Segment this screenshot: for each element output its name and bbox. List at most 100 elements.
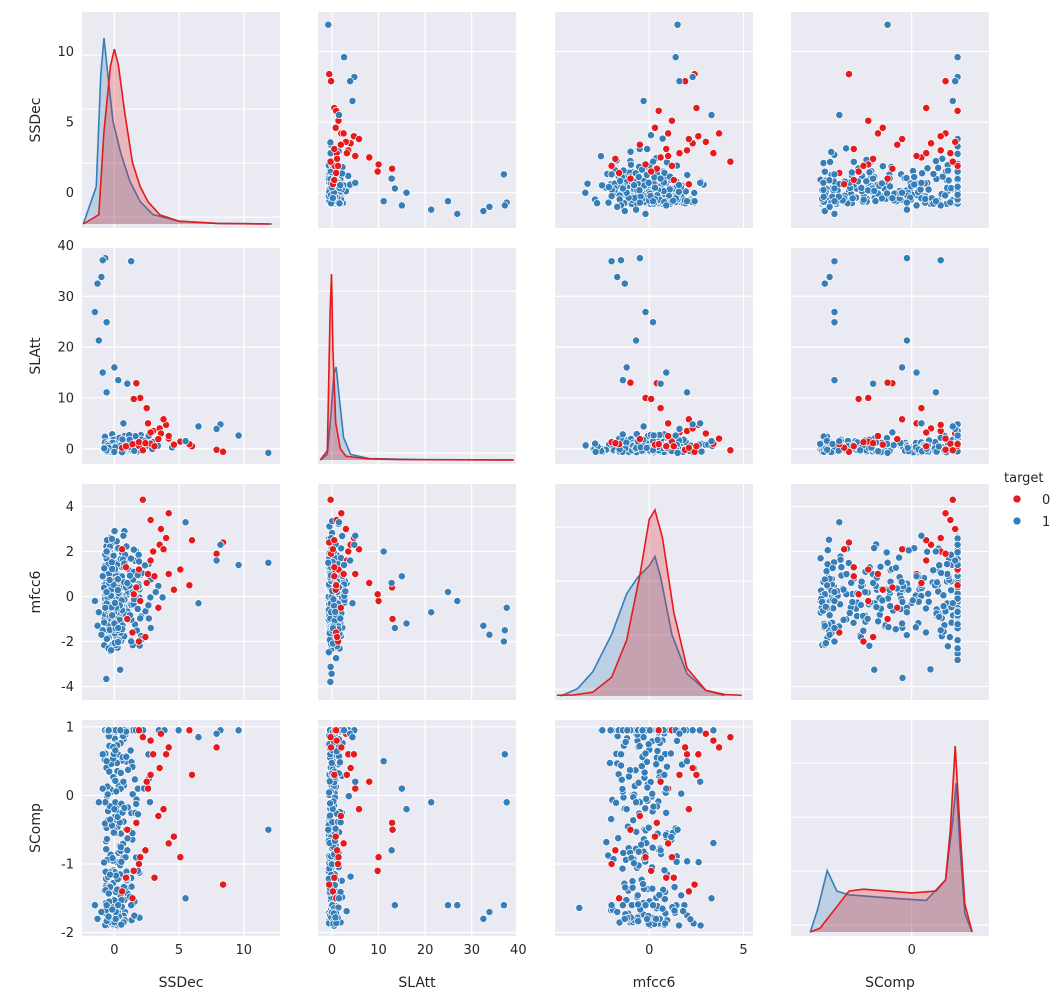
scatter-point-1 bbox=[194, 422, 203, 431]
scatter-point-1 bbox=[830, 170, 839, 179]
scatter-point-1 bbox=[677, 891, 686, 900]
scatter-point-0 bbox=[859, 438, 868, 447]
scatter-point-1 bbox=[94, 798, 103, 807]
scatter-point-0 bbox=[334, 161, 342, 170]
scatter-point-1 bbox=[632, 798, 641, 807]
scatter-point-1 bbox=[884, 623, 893, 632]
scatter-point-1 bbox=[666, 749, 675, 758]
scatter-point-0 bbox=[635, 435, 644, 444]
scatter-point-0 bbox=[118, 545, 127, 554]
scatter-point-0 bbox=[162, 750, 171, 759]
scatter-point-0 bbox=[388, 818, 397, 827]
scatter-point-1 bbox=[869, 579, 878, 587]
scatter-point-1 bbox=[910, 180, 919, 189]
scatter-point-0 bbox=[332, 726, 341, 735]
scatter-point-1 bbox=[839, 585, 848, 594]
scatter-point-0 bbox=[864, 116, 873, 125]
scatter-point-0 bbox=[122, 442, 130, 451]
x-tick-label: 10 bbox=[370, 943, 387, 958]
scatter-point-1 bbox=[823, 445, 832, 454]
y-tick-label: 0 bbox=[66, 590, 74, 605]
y-axis-label: SComp bbox=[28, 803, 44, 853]
legend-label-0: 0 bbox=[1042, 493, 1050, 508]
scatter-point-1 bbox=[598, 181, 606, 190]
scatter-point-0 bbox=[169, 832, 178, 841]
scatter-point-1 bbox=[953, 182, 962, 191]
scatter-point-0 bbox=[134, 637, 143, 646]
scatter-point-1 bbox=[114, 638, 123, 647]
scatter-point-1 bbox=[130, 911, 139, 920]
scatter-point-1 bbox=[652, 914, 661, 923]
scatter-point-0 bbox=[667, 853, 676, 862]
scatter-point-0 bbox=[156, 729, 165, 738]
scatter-point-1 bbox=[820, 279, 829, 288]
scatter-point-1 bbox=[151, 588, 160, 597]
scatter-point-1 bbox=[120, 803, 129, 812]
scatter-point-0 bbox=[134, 565, 143, 574]
scatter-point-0 bbox=[922, 104, 931, 112]
scatter-point-1 bbox=[618, 864, 627, 873]
scatter-point-1 bbox=[897, 577, 906, 586]
scatter-point-1 bbox=[934, 442, 943, 451]
scatter-point-1 bbox=[328, 194, 337, 203]
scatter-point-0 bbox=[626, 825, 635, 834]
scatter-point-1 bbox=[110, 805, 119, 814]
scatter-point-1 bbox=[819, 159, 828, 167]
scatter-point-1 bbox=[350, 540, 359, 549]
scatter-point-1 bbox=[924, 589, 933, 598]
scatter-point-1 bbox=[819, 178, 828, 187]
scatter-point-1 bbox=[500, 750, 509, 759]
scatter-point-0 bbox=[878, 123, 887, 132]
scatter-point-0 bbox=[373, 866, 382, 875]
scatter-point-0 bbox=[219, 447, 228, 456]
x-axis-label: SLAtt bbox=[398, 975, 436, 991]
scatter-point-1 bbox=[264, 448, 273, 457]
scatter-point-1 bbox=[922, 604, 930, 613]
scatter-point-1 bbox=[102, 634, 111, 643]
scatter-point-1 bbox=[632, 205, 641, 214]
scatter-point-0 bbox=[859, 637, 868, 646]
scatter-point-0 bbox=[669, 176, 678, 184]
panel-marks bbox=[90, 254, 273, 457]
scatter-point-1 bbox=[847, 578, 856, 587]
panel-SComp-vs-mfcc6 bbox=[555, 720, 753, 936]
scatter-point-1 bbox=[649, 197, 658, 206]
scatter-point-0 bbox=[330, 770, 339, 779]
scatter-point-0 bbox=[864, 393, 873, 402]
scatter-point-0 bbox=[864, 565, 873, 574]
scatter-point-1 bbox=[144, 614, 153, 623]
scatter-point-1 bbox=[671, 431, 680, 440]
scatter-point-0 bbox=[873, 432, 882, 440]
scatter-point-1 bbox=[103, 790, 112, 799]
scatter-point-0 bbox=[898, 545, 907, 554]
scatter-point-1 bbox=[924, 185, 933, 194]
scatter-point-1 bbox=[953, 548, 962, 557]
scatter-point-1 bbox=[674, 187, 683, 196]
scatter-point-0 bbox=[129, 590, 138, 599]
scatter-point-1 bbox=[499, 170, 508, 179]
scatter-point-0 bbox=[132, 583, 141, 592]
scatter-point-1 bbox=[108, 854, 117, 863]
y-tick-label: 4 bbox=[66, 500, 74, 515]
scatter-point-0 bbox=[339, 129, 348, 138]
scatter-point-1 bbox=[642, 795, 651, 803]
scatter-point-1 bbox=[123, 379, 132, 388]
scatter-point-0 bbox=[123, 615, 132, 623]
scatter-point-0 bbox=[662, 144, 671, 153]
scatter-point-1 bbox=[673, 825, 682, 834]
scatter-point-1 bbox=[662, 784, 671, 793]
scatter-point-1 bbox=[104, 726, 113, 735]
scatter-point-1 bbox=[639, 422, 648, 431]
scatter-point-1 bbox=[234, 726, 243, 735]
scatter-point-0 bbox=[164, 570, 173, 578]
scatter-point-0 bbox=[611, 154, 620, 163]
scatter-point-0 bbox=[694, 132, 703, 141]
scatter-point-0 bbox=[129, 866, 138, 875]
scatter-point-0 bbox=[878, 440, 887, 449]
scatter-point-1 bbox=[346, 77, 355, 86]
scatter-point-1 bbox=[673, 20, 682, 29]
scatter-point-0 bbox=[667, 161, 676, 170]
scatter-point-1 bbox=[351, 531, 360, 540]
scatter-point-0 bbox=[922, 149, 931, 158]
scatter-point-1 bbox=[634, 900, 642, 909]
